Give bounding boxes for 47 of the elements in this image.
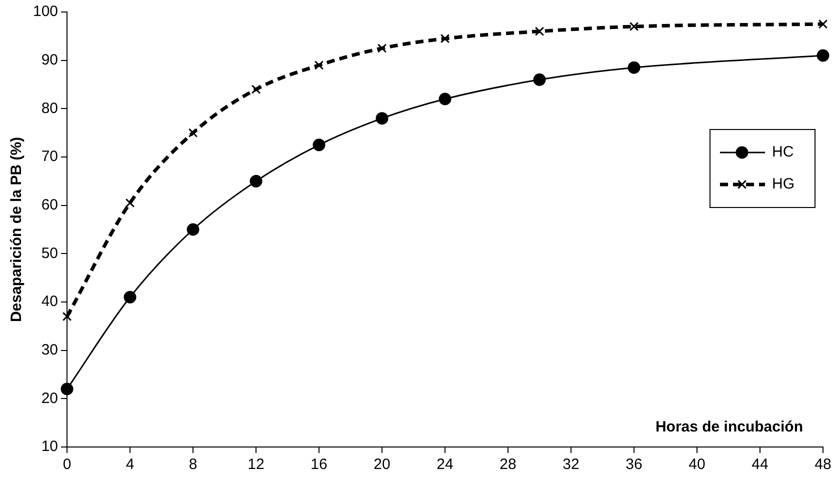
point xyxy=(312,138,326,152)
point xyxy=(124,290,136,304)
x-tick-label: 48 xyxy=(814,456,832,474)
point xyxy=(377,44,387,53)
y-axis-title: Desaparición de la PB (%) xyxy=(8,136,26,322)
point xyxy=(628,61,640,74)
point xyxy=(60,382,74,396)
y-tick-label: 60 xyxy=(41,196,58,214)
point xyxy=(186,223,200,236)
x-tick-label: 16 xyxy=(310,456,328,474)
point xyxy=(188,128,198,138)
point xyxy=(250,174,262,188)
y-tick-label: 90 xyxy=(41,51,58,68)
point xyxy=(533,73,546,86)
y-tick-label: 40 xyxy=(41,293,58,310)
y-tick-label: 50 xyxy=(41,244,58,262)
x-axis-title: Horas de incubación xyxy=(655,418,803,436)
legend-label: HC xyxy=(772,144,794,161)
point xyxy=(251,84,261,94)
point xyxy=(376,112,388,125)
x-tick-label: 0 xyxy=(62,456,72,474)
y-tick-label: 20 xyxy=(41,390,58,407)
y-tick-label: 10 xyxy=(41,438,58,456)
y-tick-label: 100 xyxy=(32,3,58,20)
point xyxy=(438,92,452,106)
y-tick-label: 80 xyxy=(41,100,58,117)
x-tick-label: 8 xyxy=(188,456,198,474)
legend-label: HG xyxy=(772,176,794,193)
y-tick-label: 70 xyxy=(41,148,58,166)
x-tick-label: 44 xyxy=(752,456,768,474)
point xyxy=(629,22,639,32)
x-tick-label: 40 xyxy=(688,456,706,474)
point xyxy=(440,34,450,44)
x-tick-label: 36 xyxy=(626,456,642,474)
x-tick-label: 4 xyxy=(126,456,134,474)
x-tick-label: 12 xyxy=(248,456,264,474)
point xyxy=(125,198,135,208)
x-tick-label: 20 xyxy=(374,456,390,474)
x-tick-label: 24 xyxy=(436,456,454,474)
x-tick-label: 32 xyxy=(562,456,580,474)
point xyxy=(816,49,830,62)
y-tick-label: 30 xyxy=(41,341,58,358)
x-tick-label: 28 xyxy=(500,456,516,474)
point xyxy=(534,26,544,36)
point xyxy=(314,60,324,70)
point xyxy=(818,19,828,29)
point xyxy=(62,312,72,322)
